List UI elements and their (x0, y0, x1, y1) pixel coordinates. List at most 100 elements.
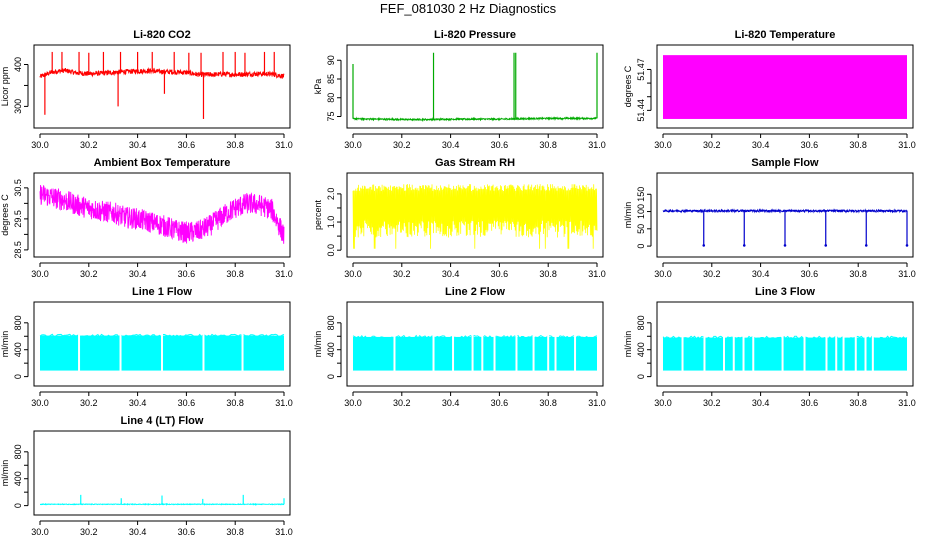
x-tick-label: 31.0 (588, 269, 606, 279)
x-tick-label: 30.0 (31, 398, 49, 408)
panel-1: Li-820 CO2 30.0 30.2 30.4 30.6 30.8 31.0 300 400… (0, 29, 293, 150)
x-tick-label: 30.8 (849, 269, 867, 279)
x-tick-label: 30.4 (129, 269, 147, 279)
data-series (662, 334, 908, 372)
x-tick-label: 30.4 (752, 140, 770, 150)
data-series (663, 55, 907, 119)
y-tick-label: 1.0 (326, 216, 336, 229)
x-tick-label: 30.2 (393, 269, 411, 279)
x-tick-label: 30.4 (442, 140, 460, 150)
x-tick-label: 30.0 (344, 140, 362, 150)
y-tick-label: 400 (636, 342, 646, 357)
x-tick-label: 30.8 (849, 398, 867, 408)
y-tick-label: 400 (13, 342, 23, 357)
x-tick-label: 31.0 (898, 269, 916, 279)
x-tick-label: 30.4 (442, 398, 460, 408)
panel-8: Line 2 Flow 30.0 30.2 30.4 30.6 30.8 31.0 0 400 8… (313, 286, 606, 408)
y-tick-label: 85 (326, 74, 336, 84)
y-axis-label: ml/min (623, 202, 633, 229)
x-axis: 30.0 30.2 30.4 30.6 30.8 31.0 (31, 391, 293, 408)
y-axis-label: degrees C (0, 194, 10, 236)
x-tick-label: 31.0 (898, 398, 916, 408)
y-tick-label: 150 (636, 187, 646, 202)
y-axis-label: ml/min (0, 331, 10, 358)
y-tick-label: 29.5 (13, 210, 23, 228)
y-axis-label: ml/min (623, 331, 633, 358)
y-tick-label: 51.44 (636, 99, 646, 122)
dip-point (905, 244, 909, 247)
x-tick-label: 30.6 (491, 269, 509, 279)
x-tick-label: 31.0 (275, 527, 293, 537)
y-axis-label: percent (313, 199, 323, 230)
panel-2: Li-820 Pressure 30.0 30.2 30.4 30.6 30.8 31.0 7… (313, 29, 606, 150)
plot-frame (656, 44, 914, 129)
x-tick-label: 30.0 (31, 140, 49, 150)
y-tick-label: 0 (13, 374, 23, 379)
x-axis: 30.0 30.2 30.4 30.6 30.8 31.0 (31, 520, 293, 537)
x-tick-label: 30.2 (703, 398, 721, 408)
flow-band (353, 336, 597, 371)
x-tick-label: 30.6 (178, 398, 196, 408)
data-series (352, 333, 598, 372)
panel-title: Sample Flow (751, 157, 819, 169)
y-tick-label: 0 (636, 374, 646, 379)
y-tick-label: 400 (13, 471, 23, 486)
dip-point (783, 244, 787, 247)
x-axis: 30.0 30.2 30.4 30.6 30.8 31.0 (654, 133, 916, 150)
panel-title: Line 1 Flow (132, 286, 192, 298)
y-tick-label: 800 (636, 315, 646, 330)
x-tick-label: 30.8 (226, 527, 244, 537)
x-axis: 30.0 30.2 30.4 30.6 30.8 31.0 (344, 391, 606, 408)
x-tick-label: 30.0 (654, 398, 672, 408)
y-tick-label: 300 (13, 99, 23, 114)
panel-title: Gas Stream RH (435, 157, 515, 169)
panel-9: Line 3 Flow 30.0 30.2 30.4 30.6 30.8 31.0 0 400 8… (623, 286, 916, 408)
data-series (39, 51, 285, 119)
plot-frame (33, 301, 291, 387)
x-tick-label: 30.2 (80, 140, 98, 150)
x-tick-label: 31.0 (898, 140, 916, 150)
plot-frame (656, 172, 914, 258)
x-tick-label: 30.2 (703, 269, 721, 279)
panel-6: Sample Flow 30.0 30.2 30.4 30.6 30.8 31.0 0 50 10… (623, 157, 916, 279)
panel-title: Li-820 CO2 (133, 29, 190, 41)
dip-point (824, 244, 828, 247)
series-line (352, 115, 598, 122)
plot-frame (33, 44, 291, 129)
x-tick-label: 31.0 (588, 140, 606, 150)
x-tick-label: 30.0 (654, 269, 672, 279)
y-axis-label: Licor ppm (0, 67, 10, 107)
x-tick-label: 30.4 (752, 269, 770, 279)
panel-title: Ambient Box Temperature (94, 157, 231, 169)
data-series (39, 332, 285, 372)
x-tick-label: 30.2 (80, 398, 98, 408)
series-line (352, 184, 598, 249)
x-tick-label: 30.8 (226, 140, 244, 150)
panel-7: Line 1 Flow 30.0 30.2 30.4 30.6 30.8 31.0 0 400 8… (0, 286, 293, 408)
plot-frame (346, 172, 604, 258)
x-tick-label: 30.8 (539, 269, 557, 279)
dip-point (742, 244, 746, 247)
x-axis: 30.0 30.2 30.4 30.6 30.8 31.0 (344, 133, 606, 150)
y-tick-label: 51.47 (636, 58, 646, 81)
plot-frame (656, 301, 914, 387)
y-tick-label: 30.5 (13, 179, 23, 197)
x-tick-label: 30.2 (80, 527, 98, 537)
y-tick-label: 2.0 (326, 188, 336, 201)
x-tick-label: 30.6 (178, 140, 196, 150)
x-axis: 30.0 30.2 30.4 30.6 30.8 31.0 (654, 391, 916, 408)
y-tick-label: 0 (326, 374, 336, 379)
data-series (40, 494, 285, 506)
x-tick-label: 30.0 (31, 269, 49, 279)
y-tick-label: 80 (326, 93, 336, 103)
x-tick-label: 30.2 (393, 398, 411, 408)
y-tick-label: 0.0 (326, 244, 336, 257)
y-tick-label: 0 (13, 503, 23, 508)
x-axis: 30.0 30.2 30.4 30.6 30.8 31.0 (654, 262, 916, 279)
